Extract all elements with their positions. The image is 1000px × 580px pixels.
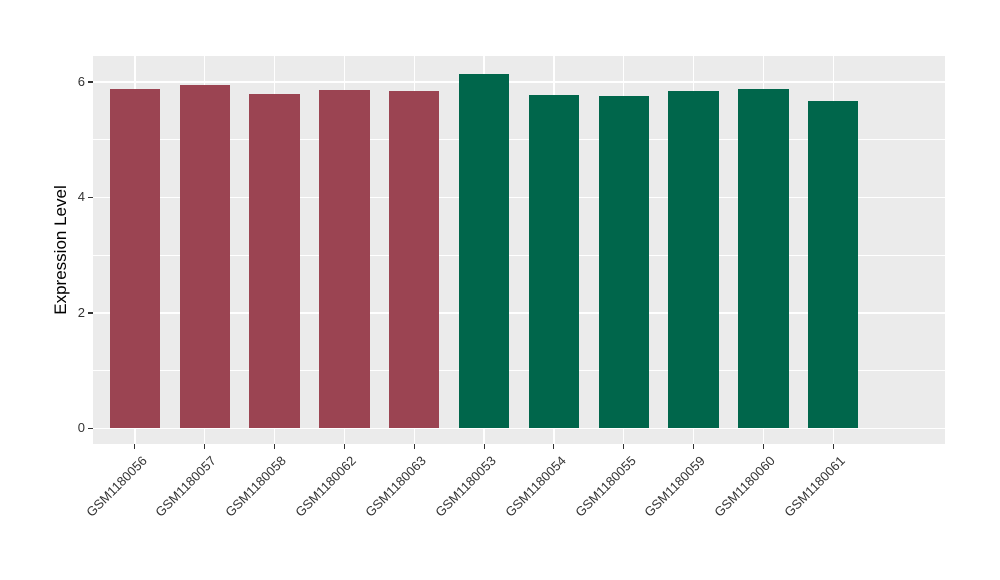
x-tick-label: GSM1180055 (571, 453, 639, 520)
y-tick-label: 4 (77, 189, 85, 205)
gridline-major (93, 81, 945, 83)
x-tick-mark (623, 444, 625, 449)
bar-GSM1180062 (319, 90, 370, 429)
y-tick-mark (88, 312, 93, 314)
x-tick-label: GSM1180058 (222, 453, 290, 520)
y-tick-label: 6 (77, 73, 85, 89)
x-tick-mark (762, 444, 764, 449)
x-tick-label: GSM1180056 (82, 453, 150, 520)
y-tick-mark (88, 81, 93, 83)
plot-panel (93, 56, 945, 444)
gridline-minor (93, 254, 945, 256)
x-tick-label: GSM1180053 (432, 453, 499, 520)
gridline-major (93, 312, 945, 314)
x-tick-mark (413, 444, 415, 449)
x-tick-label: GSM1180062 (292, 453, 360, 520)
bar-GSM1180057 (179, 85, 230, 429)
bar-GSM1180055 (598, 96, 649, 429)
bar-GSM1180061 (808, 101, 859, 429)
bar-GSM1180056 (109, 89, 161, 429)
x-tick-mark (483, 444, 485, 449)
y-tick-label: 0 (77, 420, 85, 436)
x-tick-mark (832, 444, 834, 449)
x-tick-mark (693, 444, 695, 449)
x-tick-label: GSM1180061 (781, 453, 848, 520)
x-tick-mark (343, 444, 345, 449)
bar-GSM1180053 (458, 73, 510, 429)
y-tick-mark (88, 427, 93, 430)
y-tick-label: 2 (77, 304, 85, 320)
x-tick-label: GSM1180054 (501, 453, 569, 520)
y-tick-mark (88, 196, 93, 199)
x-tick-mark (274, 444, 276, 449)
x-tick-mark (134, 444, 136, 449)
x-tick-mark (553, 444, 555, 449)
x-tick-label: GSM1180063 (362, 453, 429, 520)
x-tick-label: GSM1180059 (641, 453, 709, 520)
bar-GSM1180058 (249, 94, 300, 429)
x-tick-label: GSM1180057 (152, 453, 220, 520)
x-tick-mark (204, 444, 206, 449)
bar-GSM1180054 (528, 95, 580, 429)
gridline-minor (93, 370, 945, 372)
gridline-major (93, 196, 945, 199)
gridline-major (93, 427, 945, 430)
bar-GSM1180059 (668, 91, 719, 429)
bar-GSM1180063 (389, 91, 440, 429)
x-tick-label: GSM1180060 (711, 453, 779, 520)
gridline-minor (93, 139, 945, 141)
bar-GSM1180060 (738, 89, 789, 429)
